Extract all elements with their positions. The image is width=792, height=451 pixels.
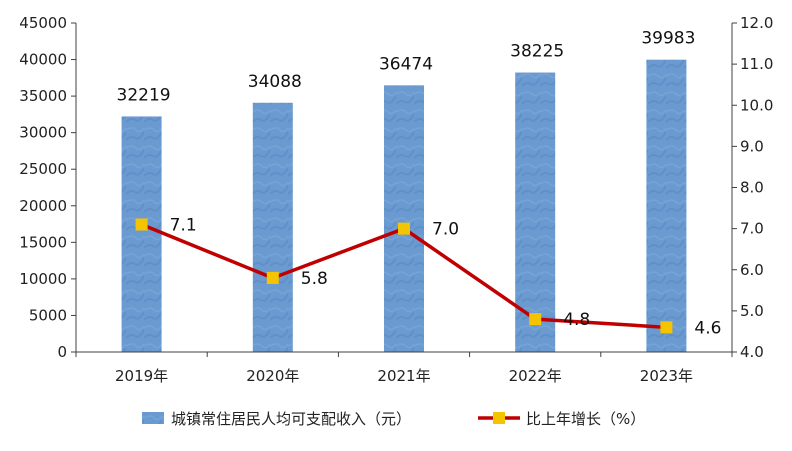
left-y-axis: 0 5000 10000 15000 20000 25000 30000 35000 40000… [19, 14, 77, 361]
income-bar [515, 72, 556, 352]
growth-point-label: 4.6 [694, 318, 721, 338]
growth-point-label: 5.8 [301, 269, 328, 289]
right-tick-label: 11.0 [740, 55, 773, 73]
income-bar [121, 116, 162, 352]
income-bar-label: 38225 [510, 42, 564, 62]
legend-item-income: 城镇常住居民人均可支配收入（元） [142, 410, 411, 428]
left-tick-label: 15000 [19, 233, 67, 251]
x-tick-label: 2019年 [115, 367, 168, 385]
growth-marker [660, 321, 673, 334]
right-tick-label: 4.0 [740, 343, 764, 361]
left-tick-label: 30000 [19, 124, 67, 142]
left-tick-label: 25000 [19, 160, 67, 178]
right-tick-label: 10.0 [740, 96, 773, 114]
right-tick-label: 7.0 [740, 220, 764, 238]
bar-value-labels: 32219 34088 36474 38225 39983 [117, 29, 696, 106]
left-tick-label: 5000 [29, 306, 67, 324]
income-bar-label: 32219 [117, 85, 171, 105]
growth-point-label: 7.1 [170, 216, 197, 236]
growth-point-label: 4.8 [563, 310, 590, 330]
bar-series [121, 59, 687, 353]
income-bar [384, 85, 424, 352]
income-bar [646, 59, 687, 353]
right-tick-label: 8.0 [740, 179, 764, 197]
plot-area: 32219 34088 36474 38225 39983 7.1 5.8 7.0 4.8 4.… [117, 29, 722, 353]
growth-marker [398, 222, 410, 235]
growth-marker [135, 218, 148, 231]
income-bar-label: 39983 [641, 29, 695, 49]
x-tick-label: 2021年 [377, 367, 430, 385]
x-tick-label: 2020年 [246, 367, 299, 385]
income-bar-label: 34088 [248, 72, 302, 92]
growth-marker [266, 271, 279, 284]
legend-swatch-bar [142, 412, 164, 424]
legend-item-growth: 比上年增长（%） [478, 410, 645, 428]
x-axis: 2019年 2020年 2021年 2022年 2023年 [75, 351, 733, 385]
legend-label-growth: 比上年增长（%） [526, 410, 645, 428]
right-tick-label: 6.0 [740, 261, 764, 279]
right-tick-label: 9.0 [740, 137, 764, 155]
legend-swatch-marker [493, 412, 505, 424]
left-y-ticks: 0 5000 10000 15000 20000 25000 30000 35000 40000… [19, 14, 76, 361]
legend-label-income: 城镇常住居民人均可支配收入（元） [171, 410, 411, 428]
growth-line-series [135, 218, 673, 334]
income-bar-label: 36474 [379, 54, 433, 74]
x-tick-label: 2022年 [509, 367, 562, 385]
growth-value-labels: 7.1 5.8 7.0 4.8 4.6 [170, 216, 722, 339]
income-bar [252, 102, 293, 353]
right-tick-label: 5.0 [740, 302, 764, 320]
legend: 城镇常住居民人均可支配收入（元） 比上年增长（%） [142, 410, 645, 428]
growth-marker [529, 313, 542, 326]
left-tick-label: 20000 [19, 197, 67, 215]
left-tick-label: 40000 [19, 51, 67, 69]
growth-point-label: 7.0 [432, 220, 459, 240]
left-tick-label: 35000 [19, 87, 67, 105]
x-ticks: 2019年 2020年 2021年 2022年 2023年 [75, 352, 733, 385]
x-tick-label: 2023年 [640, 367, 693, 385]
right-y-ticks: 4.0 5.0 6.0 7.0 8.0 9.0 10.0 11.0 12.0 [732, 14, 773, 361]
right-y-axis: 4.0 5.0 6.0 7.0 8.0 9.0 10.0 11.0 12.0 [731, 14, 773, 361]
left-tick-label: 45000 [19, 14, 67, 32]
right-tick-label: 12.0 [740, 14, 773, 32]
left-tick-label: 0 [57, 343, 67, 361]
left-tick-label: 10000 [19, 270, 67, 288]
